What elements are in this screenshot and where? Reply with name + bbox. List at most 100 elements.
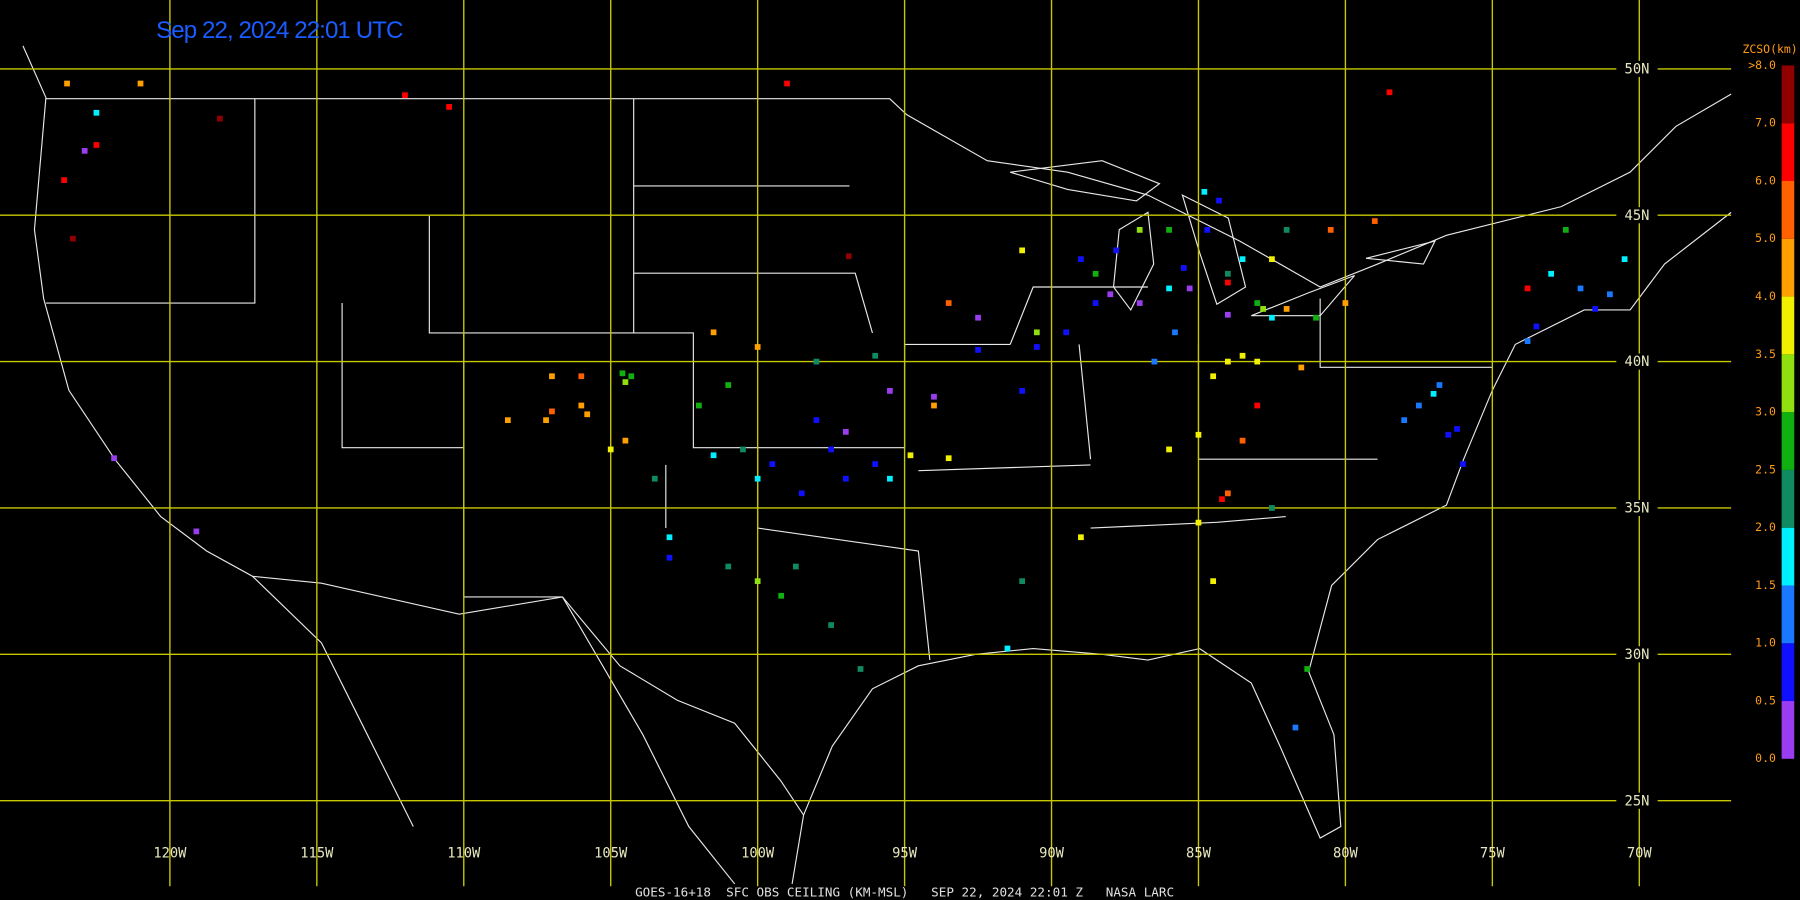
station [1107,291,1114,298]
station [1327,227,1334,233]
station [1166,285,1172,292]
legend-title: ZCSO(km) [1742,42,1797,56]
station [828,446,834,453]
station [1254,358,1261,365]
station [1416,402,1422,409]
legend-label: 3.0 [1755,405,1776,419]
legend-label: 4.0 [1755,289,1776,303]
legend: ZCSO(km) 0.0 0.5 1.0 1.5 2.0 2.5 3.0 3.5 4.0 5.0 6… [1742,42,1797,765]
station [578,402,585,409]
latitude-label: 45N [1625,208,1650,224]
legend-swatch [1781,585,1795,644]
station [754,475,761,482]
station [1195,431,1202,438]
legend-swatch [1781,65,1795,124]
station [1224,358,1231,365]
station [1151,358,1158,365]
legend-label: 7.0 [1755,116,1776,130]
canada-border [45,93,1732,288]
station [193,528,200,535]
station [1283,227,1290,233]
station [1019,247,1026,254]
longitude-label: 100W [741,846,775,862]
station [1033,329,1040,336]
station [651,475,658,482]
station [622,379,629,385]
station [61,177,67,183]
latitude-label-bg [1616,499,1658,517]
legend-label: 1.5 [1755,578,1776,592]
station [975,314,981,321]
station [1342,300,1349,306]
station [1401,417,1408,424]
station [1239,256,1246,263]
station [1283,306,1290,312]
stations [61,80,1628,731]
mexico-coast [252,575,805,885]
station [549,373,555,380]
station [549,408,555,415]
latitude-label: 50N [1625,61,1650,77]
station [1201,188,1208,195]
station [1210,373,1217,380]
station [842,475,849,482]
station [1004,645,1011,652]
longitude-label: 95W [892,846,918,862]
station [1186,285,1193,292]
legend-swatch [1781,354,1795,413]
station [845,253,852,260]
station [1092,270,1099,277]
station [1204,227,1211,233]
latitude-label-bg [1616,353,1658,370]
station [1269,256,1275,263]
station [1269,505,1275,511]
station [1195,519,1202,526]
latitude-label: 40N [1625,354,1650,370]
station [1371,218,1378,224]
legend-label: 2.0 [1755,520,1776,534]
legend-swatch [1781,180,1795,239]
latitude-label-bg [1616,207,1658,224]
legend-swatch [1781,643,1795,702]
legend-swatch [1781,238,1795,297]
station [887,388,893,394]
station [1260,306,1266,312]
longitude-label: 120W [153,846,187,862]
station [1019,388,1026,394]
station [504,417,511,424]
legend-swatch [1781,527,1795,586]
longitude-label: 105W [594,846,628,862]
station [813,417,820,424]
station [619,370,626,377]
legend-label: >8.0 [1748,58,1776,72]
station [1430,390,1437,397]
station [872,461,879,467]
footer: GOES-16+18 SFC OBS CEILING (KM-MSL) SEP … [635,885,1174,900]
station [1292,724,1299,731]
station [607,446,614,453]
latitude-label: 30N [1625,647,1650,663]
latitude-label-bg [1616,792,1658,809]
legend-label: 1.0 [1755,636,1776,650]
station [137,80,144,87]
station [872,352,879,359]
station [710,329,717,336]
station [1019,578,1026,585]
legend-swatch [1781,469,1795,528]
station [1254,402,1261,409]
legend-swatch [1781,296,1795,355]
station [1313,314,1319,321]
legend-label: 6.0 [1755,173,1776,187]
station [1172,329,1178,336]
station [1136,227,1143,233]
station [887,475,893,482]
station [93,142,100,148]
station [798,490,805,497]
station [740,446,746,453]
legend-label: 0.5 [1755,693,1776,707]
station [93,109,100,116]
station [111,455,117,462]
station [1298,364,1305,371]
station [1078,534,1084,541]
